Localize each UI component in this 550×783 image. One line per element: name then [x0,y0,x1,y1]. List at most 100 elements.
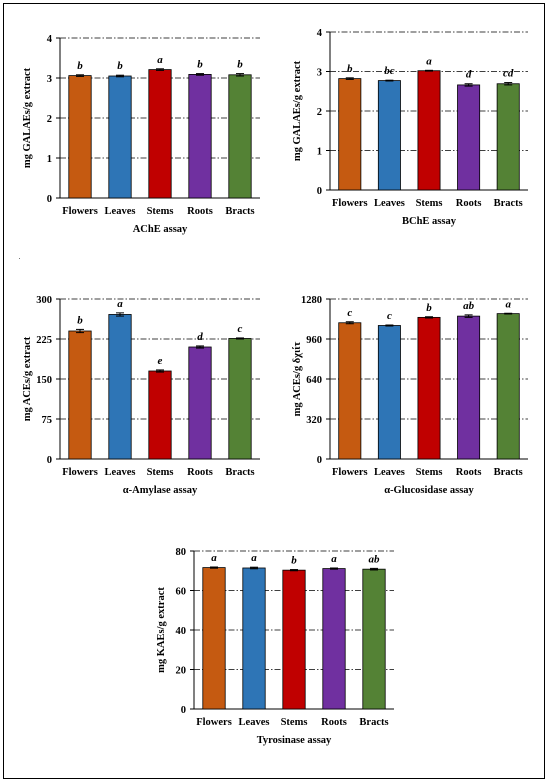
bar-flowers [202,567,226,710]
bar-flowers [68,330,92,460]
x-tick-label: Flowers [196,717,232,728]
significance-letter: b [291,555,297,567]
bar-stems [148,69,172,199]
y-tick-label: 4 [47,34,53,45]
significance-letter: d [466,69,472,81]
y-tick-label: 640 [306,375,322,386]
figure-frame [3,3,545,779]
x-tick-label: Roots [187,467,213,478]
x-tick-label: Bracts [225,206,254,217]
y-tick-label: 320 [306,415,322,426]
significance-letter: ab [463,300,475,312]
y-tick-label: 150 [36,375,52,386]
y-tick-label: 960 [306,335,322,346]
y-tick-label: 0 [47,194,52,205]
stray-mark [19,258,20,259]
bar-stems [148,370,172,460]
x-tick-label: Bracts [359,717,388,728]
x-tick-label: Leaves [374,198,405,209]
y-tick-label: 225 [36,335,52,346]
y-tick-label: 2 [47,114,52,125]
significance-letter: b [426,302,432,314]
significance-letter: c [347,307,352,319]
bar-stems [417,316,441,460]
significance-letter: c [387,310,392,322]
y-tick-label: 3 [317,68,322,79]
y-tick-label: 2 [317,107,322,118]
chart-glucosidase-svg: 0 320 640 960 1280 c Flowers c Leaves b Stems ab Roo… [292,295,528,496]
bar-flowers [338,322,362,460]
x-tick-label: Leaves [105,467,136,478]
x-tick-label: Roots [321,717,347,728]
chart-title: BChE assay [402,216,457,227]
y-tick-label: 4 [317,28,323,39]
chart-title: AChE assay [133,224,188,235]
y-tick-label: 0 [47,455,52,466]
x-tick-label: Bracts [225,467,254,478]
x-tick-label: Flowers [62,206,98,217]
chart-ache-svg: 0 1 2 3 4 b Flowers b Leaves a Stems b Roots b Bracts m… [22,34,260,235]
bar-leaves [377,325,401,460]
significance-letter: b [197,59,203,71]
bar-roots [457,315,481,460]
significance-letter: a [505,298,511,310]
significance-letter: cd [503,68,514,80]
bar-flowers [338,78,362,191]
y-tick-label: 1 [47,154,52,165]
x-tick-label: Stems [147,206,174,217]
significance-letter: b [347,63,353,75]
x-tick-label: Stems [147,467,174,478]
chart-glucosidase: 0 320 640 960 1280 c Flowers c Leaves b Stems ab Roo… [282,290,544,500]
bar-leaves [108,75,132,199]
x-tick-label: Leaves [374,467,405,478]
significance-letter: c [238,323,243,335]
significance-letter: a [211,552,217,564]
significance-letter: b [237,59,243,71]
y-tick-label: 0 [317,186,322,197]
y-tick-label: 0 [317,455,322,466]
bar-stems [417,70,441,191]
y-axis-label: mg ACEs/g extract [22,336,33,421]
y-tick-label: 0 [181,705,186,716]
significance-letter: b [117,60,123,72]
bar-leaves [108,314,132,460]
y-tick-label: 80 [176,547,187,558]
bar-leaves [377,80,401,191]
significance-letter: d [197,331,203,343]
significance-letter: a [157,54,163,66]
chart-tyrosinase-svg: 0 20 40 60 80 a Flowers a Leaves b Stems a Roots ab Br… [156,547,394,746]
y-axis-label: mg ACEs/g δχιίτ [292,342,303,417]
significance-letter: a [251,552,257,564]
x-tick-label: Leaves [105,206,136,217]
significance-letter: a [117,298,123,310]
bar-bracts [496,83,520,191]
chart-bche-svg: 0 1 2 3 4 b Flowers bc Leaves a Stems d Roots cd Bract… [292,28,528,227]
chart-tyrosinase: 0 20 40 60 80 a Flowers a Leaves b Stems a Roots ab Br… [146,542,408,752]
significance-letter: bc [384,65,395,77]
chart-title: α-Amylase assay [123,485,198,496]
bar-stems [282,569,306,710]
x-tick-label: Bracts [494,198,523,209]
significance-letter: ab [369,553,381,565]
significance-letter: a [331,553,337,565]
significance-letter: b [77,314,83,326]
significance-letter: a [426,55,432,67]
y-tick-label: 1 [317,147,322,158]
significance-letter: e [158,355,163,367]
y-tick-label: 60 [176,587,187,598]
bar-roots [188,74,212,199]
chart-amylase-svg: 0 75 150 225 300 b Flowers a Leaves e Stems d Roots c… [22,295,260,496]
chart-title: Tyrosinase assay [257,735,332,746]
y-tick-label: 75 [42,415,53,426]
bar-leaves [242,567,266,710]
x-tick-label: Stems [416,467,443,478]
bar-roots [188,346,212,460]
chart-bche: 0 1 2 3 4 b Flowers bc Leaves a Stems d Roots cd Bract… [282,18,544,248]
bar-roots [457,84,481,191]
x-tick-label: Stems [281,717,308,728]
y-tick-label: 1280 [301,295,322,306]
y-tick-label: 20 [176,666,187,677]
chart-title: α-Glucosidase assay [384,485,474,496]
bar-bracts [362,568,386,710]
y-tick-label: 300 [36,295,52,306]
